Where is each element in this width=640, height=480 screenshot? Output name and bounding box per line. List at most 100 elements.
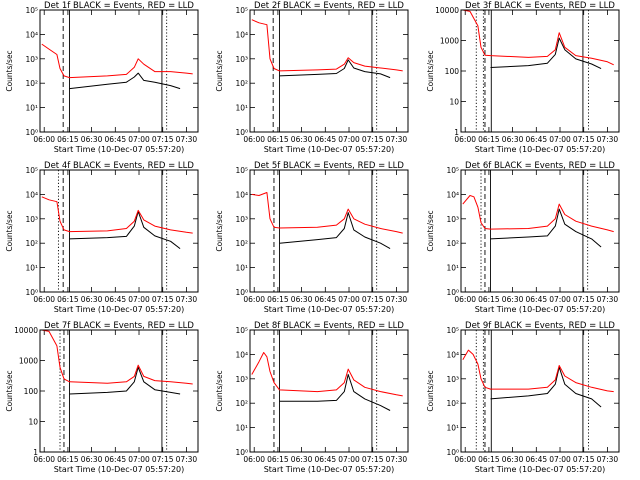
x-tick-label: 06:45 bbox=[105, 135, 127, 144]
x-tick-label: 07:15 bbox=[362, 455, 384, 464]
y-axis-label: Counts/sec bbox=[5, 50, 14, 91]
y-tick-label: 10² bbox=[25, 239, 38, 248]
y-tick-label: 10² bbox=[446, 239, 459, 248]
x-tick-label: 06:00 bbox=[243, 455, 265, 464]
y-tick-label: 100 bbox=[445, 67, 460, 76]
series-line-events bbox=[279, 59, 391, 79]
panel-title: Det 5f BLACK = Events, RED = LLD bbox=[254, 161, 404, 171]
series-line-lld bbox=[251, 19, 403, 72]
x-tick-label: 06:30 bbox=[291, 135, 313, 144]
series-line-events bbox=[490, 37, 602, 70]
y-axis-label: Counts/sec bbox=[215, 370, 224, 411]
y-axis-label: Counts/sec bbox=[215, 50, 224, 91]
series-line-lld bbox=[462, 349, 614, 393]
y-tick-label: 1000 bbox=[19, 357, 38, 366]
y-tick-label: 10⁰ bbox=[446, 448, 459, 457]
y-tick-label: 10² bbox=[235, 239, 248, 248]
x-tick-label: 07:15 bbox=[573, 295, 595, 304]
panel-data bbox=[251, 170, 403, 292]
x-tick-label: 07:30 bbox=[386, 455, 408, 464]
plot-frame bbox=[39, 169, 199, 293]
x-tick-label: 06:45 bbox=[105, 455, 127, 464]
series-line-lld bbox=[462, 10, 614, 66]
y-tick-label: 10² bbox=[235, 399, 248, 408]
y-tick-label: 1 bbox=[33, 448, 38, 457]
y-axis-label: Counts/sec bbox=[426, 370, 435, 411]
y-tick-label: 10⁴ bbox=[446, 190, 459, 199]
panel-5: Det 5f BLACK = Events, RED = LLD 10⁰ 10¹ 10… bbox=[215, 161, 409, 314]
x-tick-label: 06:15 bbox=[267, 135, 289, 144]
panel-4: Det 4f BLACK = Events, RED = LLD 10⁰ 10¹ 10… bbox=[5, 161, 199, 314]
y-tick-label: 10⁵ bbox=[235, 166, 248, 175]
y-tick-label: 10⁴ bbox=[235, 190, 248, 199]
y-tick-label: 10⁰ bbox=[235, 448, 248, 457]
y-tick-label: 10¹ bbox=[235, 264, 248, 273]
x-axis-label: Start Time (10-Dec-07 05:57:20) bbox=[264, 145, 395, 154]
x-tick-label: 07:00 bbox=[338, 295, 360, 304]
y-tick-label: 10⁴ bbox=[25, 30, 38, 39]
x-tick-label: 07:30 bbox=[386, 295, 408, 304]
panel-data bbox=[41, 10, 193, 132]
x-axis-label: Start Time (10-Dec-07 05:57:20) bbox=[475, 305, 606, 314]
panel-1: Det 1f BLACK = Events, RED = LLD 10⁰ 10¹ 10… bbox=[5, 1, 199, 154]
x-tick-label: 07:15 bbox=[573, 135, 595, 144]
y-tick-label: 10000 bbox=[14, 326, 38, 335]
x-tick-label: 06:00 bbox=[243, 295, 265, 304]
x-tick-label: 07:15 bbox=[152, 295, 174, 304]
y-tick-label: 10³ bbox=[446, 215, 459, 224]
panel-8: Det 8f BLACK = Events, RED = LLD 10⁰ 10¹ 10… bbox=[215, 321, 409, 474]
series-line-events bbox=[490, 208, 602, 248]
series-line-lld bbox=[251, 192, 403, 234]
y-tick-label: 10⁴ bbox=[446, 350, 459, 359]
x-tick-label: 06:30 bbox=[81, 295, 103, 304]
x-tick-label: 06:15 bbox=[478, 455, 500, 464]
y-tick-label: 10¹ bbox=[446, 424, 459, 433]
x-tick-label: 06:45 bbox=[315, 455, 337, 464]
panel-7: Det 7f BLACK = Events, RED = LLD 1 10 100 10… bbox=[5, 321, 199, 474]
x-tick-label: 07:00 bbox=[128, 455, 150, 464]
panel-data bbox=[41, 170, 193, 292]
x-axis-label: Start Time (10-Dec-07 05:57:20) bbox=[475, 145, 606, 154]
x-tick-label: 06:45 bbox=[526, 295, 548, 304]
series-line-events bbox=[279, 212, 391, 250]
y-tick-label: 10⁵ bbox=[25, 166, 38, 175]
series-line-lld bbox=[41, 196, 193, 234]
y-tick-label: 10² bbox=[25, 79, 38, 88]
y-tick-label: 10³ bbox=[235, 55, 248, 64]
panel-6: Det 6f BLACK = Events, RED = LLD 10⁰ 10¹ 10… bbox=[426, 161, 620, 314]
x-tick-label: 06:15 bbox=[267, 295, 289, 304]
plot-frame bbox=[39, 329, 199, 453]
x-tick-label: 06:15 bbox=[478, 295, 500, 304]
y-tick-label: 10³ bbox=[25, 55, 38, 64]
panel-9: Det 9f BLACK = Events, RED = LLD 10⁰ 10¹ 10… bbox=[426, 321, 620, 474]
x-tick-label: 07:15 bbox=[152, 135, 174, 144]
x-tick-label: 06:30 bbox=[502, 455, 524, 464]
y-tick-label: 10⁴ bbox=[235, 350, 248, 359]
x-tick-label: 06:30 bbox=[291, 455, 313, 464]
y-tick-label: 10⁴ bbox=[235, 30, 248, 39]
x-tick-label: 07:30 bbox=[386, 135, 408, 144]
y-tick-label: 10⁰ bbox=[235, 288, 248, 297]
x-tick-label: 06:30 bbox=[502, 135, 524, 144]
x-tick-label: 06:30 bbox=[81, 455, 103, 464]
x-tick-label: 06:15 bbox=[57, 455, 79, 464]
series-line-events bbox=[279, 374, 391, 411]
panel-title: Det 8f BLACK = Events, RED = LLD bbox=[254, 321, 404, 331]
series-line-events bbox=[69, 211, 181, 249]
y-tick-label: 10 bbox=[28, 418, 38, 427]
y-tick-label: 10¹ bbox=[446, 264, 459, 273]
x-tick-label: 06:00 bbox=[454, 295, 476, 304]
x-tick-label: 06:00 bbox=[243, 135, 265, 144]
series-line-lld bbox=[41, 330, 193, 385]
x-tick-label: 07:00 bbox=[338, 135, 360, 144]
x-axis-label: Start Time (10-Dec-07 05:57:20) bbox=[54, 305, 185, 314]
x-tick-label: 06:30 bbox=[502, 295, 524, 304]
y-tick-label: 10¹ bbox=[25, 264, 38, 273]
y-tick-label: 10³ bbox=[25, 215, 38, 224]
x-tick-label: 07:30 bbox=[597, 135, 619, 144]
panel-data bbox=[251, 330, 403, 452]
y-tick-label: 10 bbox=[449, 98, 459, 107]
y-tick-label: 10² bbox=[235, 79, 248, 88]
x-tick-label: 07:30 bbox=[597, 455, 619, 464]
y-tick-label: 10¹ bbox=[25, 104, 38, 113]
